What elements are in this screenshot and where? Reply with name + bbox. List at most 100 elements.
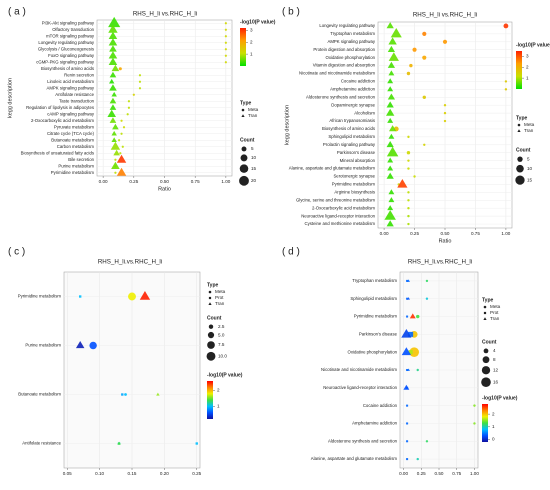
size-legend-circle	[239, 164, 249, 173]
y-tick-label: Longevity regulating pathway	[319, 23, 376, 28]
bubble	[407, 297, 410, 300]
type-legend-label: Meta	[215, 289, 226, 294]
bubble	[118, 67, 122, 71]
bubble	[122, 126, 126, 129]
type-legend-symbol	[241, 114, 245, 118]
bubble	[124, 393, 127, 396]
bubble	[132, 93, 135, 96]
bubble	[386, 140, 394, 148]
y-tick-label: Amphetamine addiction	[330, 86, 376, 91]
x-tick-label: 0.50	[441, 231, 450, 236]
chart-title: RHS_H_li vs.RHC_H_li	[133, 11, 197, 18]
bubble	[388, 70, 395, 76]
x-tick-label: 0.00	[380, 231, 389, 236]
bubble	[109, 84, 117, 91]
type-legend-title: Type	[240, 100, 252, 106]
bubble	[401, 328, 412, 338]
y-tick-label: Vitamin digestion and absorption	[313, 63, 376, 68]
y-tick-label: Arginine biosynthesis	[334, 189, 375, 194]
y-tick-label: Purine metabolism	[58, 163, 94, 168]
y-tick-label: Mineral absorption	[340, 158, 376, 163]
y-tick-label: Cocaine addiction	[341, 79, 376, 84]
bubble	[111, 130, 117, 136]
bubble	[109, 78, 115, 84]
size-legend-circle	[206, 351, 216, 361]
y-tick-label: Pyrimidine metabolism	[354, 314, 398, 319]
bubble	[388, 189, 395, 195]
bubble	[443, 119, 447, 123]
bubble	[416, 368, 419, 372]
y-tick-label: Prolactin signaling pathway	[323, 142, 376, 147]
bubble	[111, 91, 117, 97]
bubble	[111, 161, 120, 169]
y-tick-label: Biosynthesis of amino acids	[322, 126, 375, 131]
bubble	[384, 210, 396, 220]
bubble	[121, 393, 124, 396]
size-legend-label: 15	[527, 177, 533, 182]
bubble	[386, 146, 399, 157]
colorbar-tick-label: 2	[250, 39, 253, 44]
bubble	[195, 442, 198, 445]
bubble	[138, 87, 142, 90]
x-tick-label: 0.15	[128, 471, 137, 476]
x-tick-label: 1.00	[470, 471, 479, 476]
x-tick-label: 0.75	[452, 471, 461, 476]
colorbar-tick-label: 2	[526, 65, 529, 70]
bubble	[112, 123, 119, 130]
bubble	[412, 47, 417, 52]
colorbar-tick-label: 3	[250, 28, 253, 33]
bubble	[108, 57, 118, 65]
chart-title: RHS_H_li.vs.RHC_H_li	[98, 259, 162, 266]
bubble	[416, 314, 420, 319]
type-legend-symbol	[517, 129, 521, 133]
y-tick-label: Linoleic acid metabolism	[47, 79, 94, 84]
bubble	[388, 125, 397, 132]
bubble	[117, 441, 121, 445]
colorbar-tick-label: 1	[526, 75, 529, 80]
x-tick-label: 0.75	[471, 231, 480, 236]
x-tick-label: 0.05	[63, 471, 72, 476]
type-legend-label: Meta	[490, 304, 501, 309]
bubble	[407, 167, 410, 170]
size-legend-circle	[516, 164, 524, 173]
type-legend-label: Prot	[490, 310, 499, 315]
size-legend-circle	[515, 175, 525, 185]
y-tick-label: Butanoate metabolism	[51, 137, 94, 142]
bubble	[397, 179, 408, 188]
y-tick-label: Alcoholism	[354, 110, 375, 115]
panel-label: ( a )	[8, 7, 26, 18]
type-legend-symbol	[483, 317, 487, 321]
bubble	[425, 297, 429, 300]
bubble	[388, 52, 399, 61]
bubble	[406, 71, 411, 76]
size-legend-title: Count	[482, 339, 497, 345]
x-axis-label: Ratio	[439, 238, 452, 244]
size-legend-label: 7.5	[218, 342, 225, 347]
y-tick-label: Biosynthesis of unsaturated fatty acids	[21, 150, 94, 155]
bubble	[407, 222, 410, 226]
bubble	[408, 331, 414, 337]
bubble	[387, 86, 394, 92]
size-legend-label: 2.5	[218, 324, 225, 329]
colorbar-tick-label: 2	[217, 388, 220, 393]
panel-label: ( d )	[282, 247, 300, 258]
bubble	[407, 279, 410, 282]
size-legend-circle	[483, 348, 489, 354]
bubble	[406, 422, 409, 425]
y-tick-label: Antifolate resistance	[22, 441, 61, 446]
bubble	[109, 45, 117, 52]
colorbar-tick-label: 0	[492, 437, 495, 442]
size-legend-circle	[517, 156, 523, 162]
bubble	[422, 31, 427, 36]
bubble	[127, 100, 131, 103]
bubble	[385, 108, 395, 116]
bubble	[120, 119, 123, 122]
size-legend-label: 10	[527, 166, 533, 171]
x-tick-label: 0.50	[160, 179, 169, 184]
size-legend-circle	[240, 154, 248, 162]
bubble	[114, 158, 117, 161]
y-tick-label: Neuroactive ligand-receptor interaction	[301, 213, 375, 218]
y-tick-label: 2-Oxocarboxylic acid metabolism	[31, 118, 94, 123]
bubble	[388, 133, 395, 139]
bubble	[413, 175, 416, 178]
